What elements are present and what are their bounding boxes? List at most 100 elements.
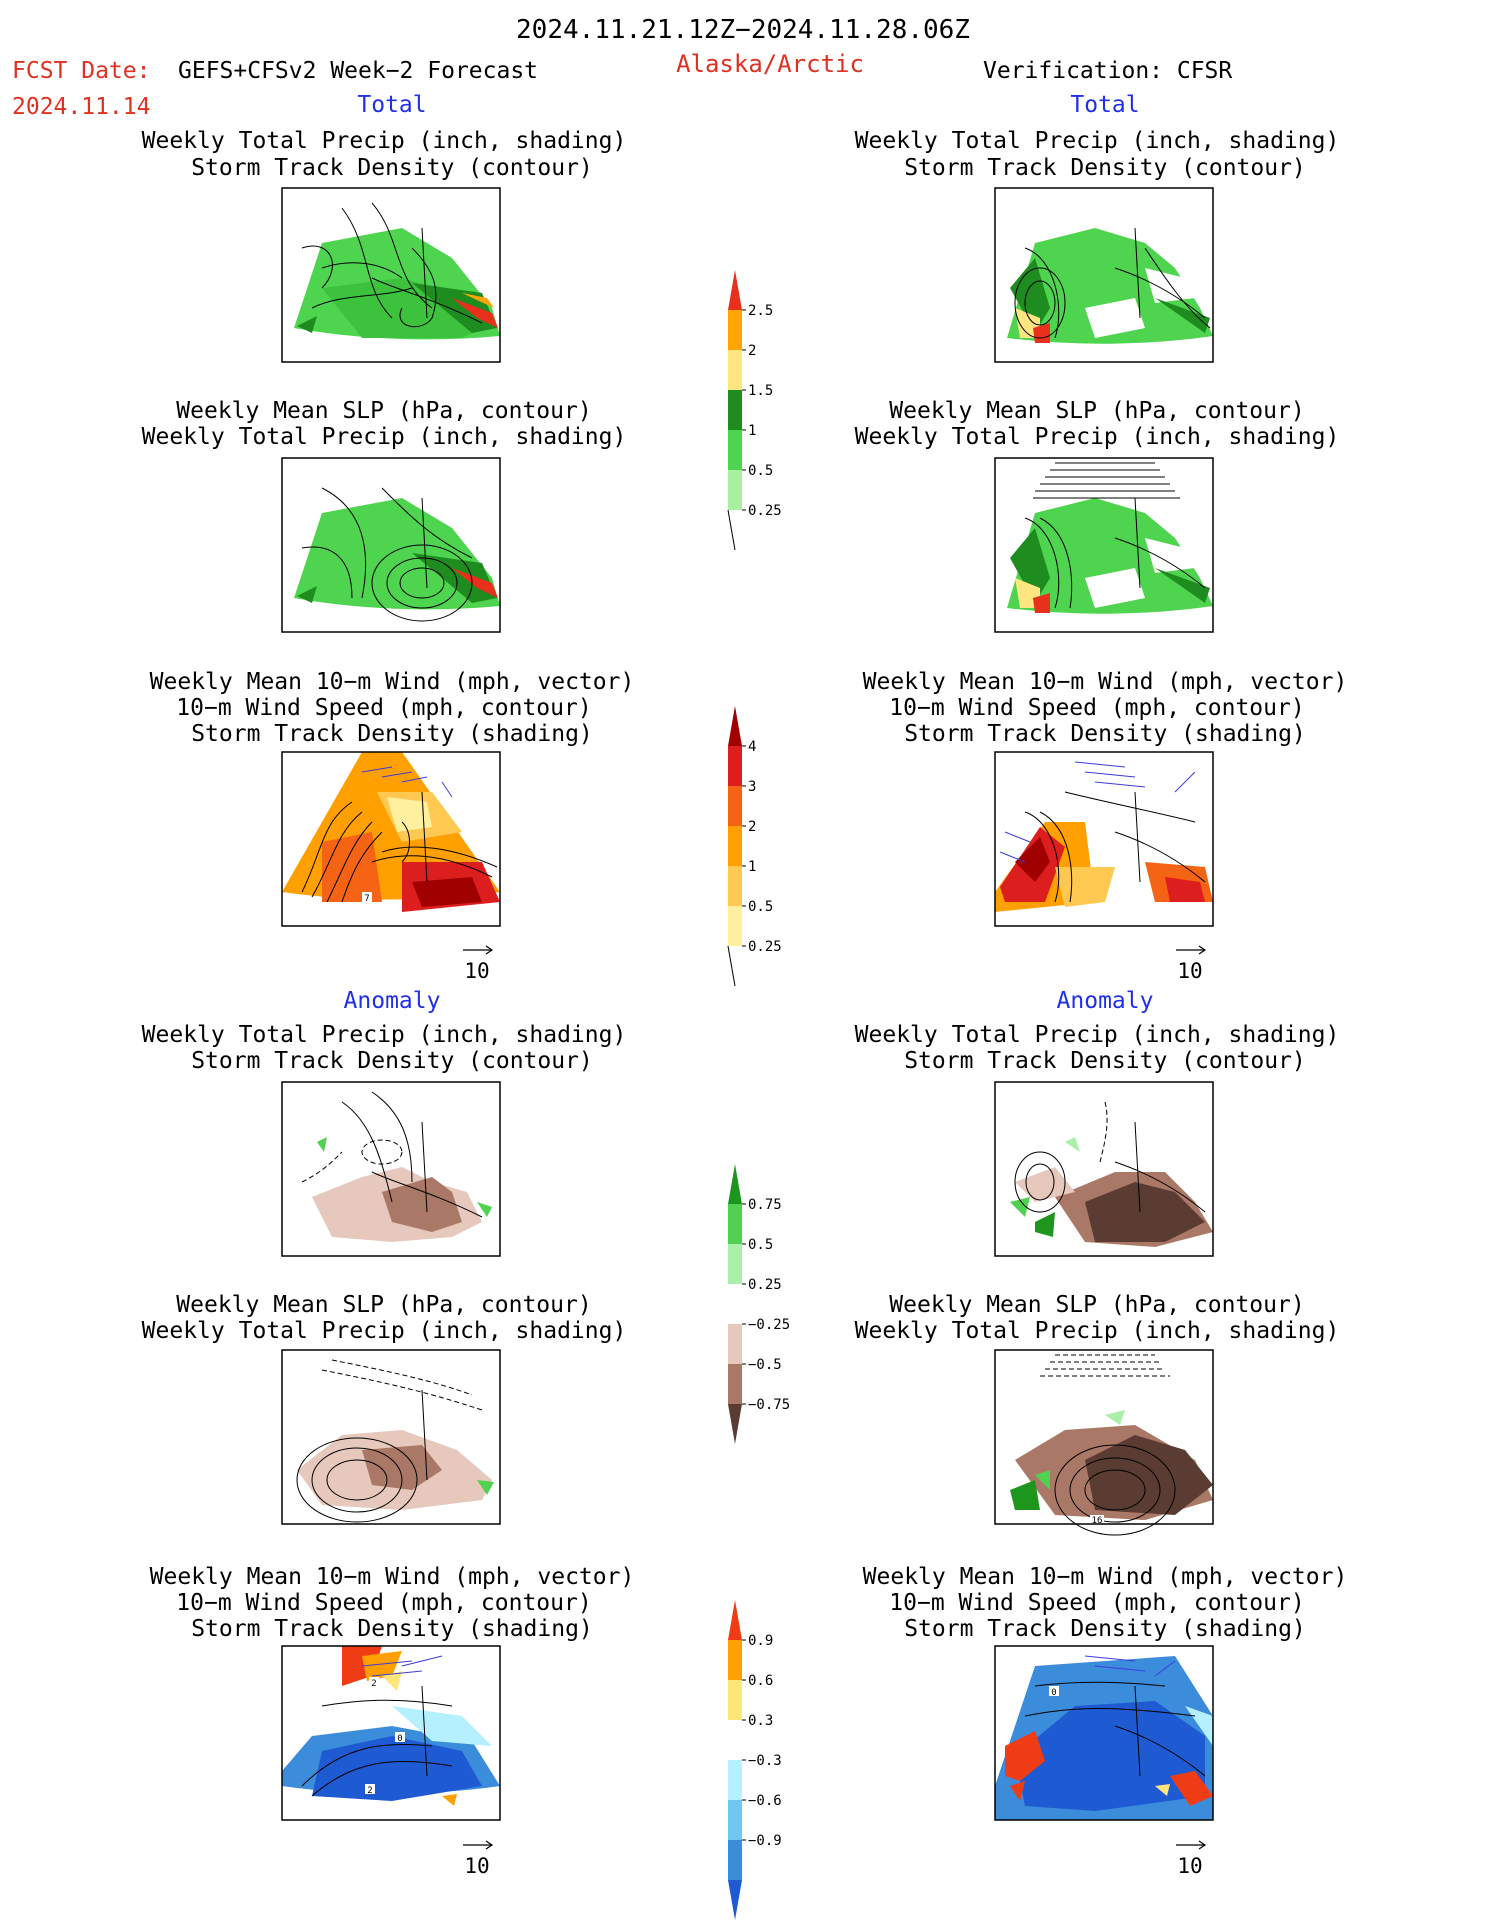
verification-label: Verification: CFSR (983, 58, 1232, 84)
title-l2-line2: Weekly Total Precip (inch, shading) (142, 424, 627, 450)
title-r5-line1: Weekly Mean SLP (hPa, contour) (889, 1292, 1304, 1318)
title-l2-line1: Weekly Mean SLP (hPa, contour) (176, 398, 591, 424)
vector-ref-label-l3: 10 (464, 959, 489, 983)
colorbar-storm-total-top-triangle (728, 706, 742, 746)
colorbar-storm-anom-segment (728, 1760, 742, 1800)
colorbar-precip-anom-segment (728, 1244, 742, 1284)
title-r4-line1: Weekly Total Precip (inch, shading) (855, 1022, 1340, 1048)
colorbar-total-precip-label: 1 (748, 423, 756, 439)
title-l3-line3: Storm Track Density (shading) (191, 721, 593, 747)
map-wind-anom-left: 2 0 2 (281, 1645, 501, 1821)
colorbar-total-precip-label: 1.5 (748, 383, 773, 399)
vector-ref-label-l6: 10 (464, 1854, 489, 1878)
colorbar-precip-anom-top-triangle (728, 1164, 742, 1204)
section-anomaly-left: Anomaly (344, 988, 441, 1014)
colorbar-precip-anom-label: −0.5 (748, 1357, 782, 1373)
colorbar-storm-total-label: 3 (748, 779, 756, 795)
title-l3-line2: 10−m Wind Speed (mph, contour) (176, 695, 591, 721)
section-anomaly-right: Anomaly (1057, 988, 1154, 1014)
fcst-date: 2024.11.14 (12, 94, 150, 120)
vector-ref-l6: 10 (463, 1840, 494, 1878)
colorbar-storm-total-segment (728, 866, 742, 906)
colorbar-storm-total-label: 0.25 (748, 939, 782, 955)
colorbar-total-precip-label: 0.25 (748, 503, 782, 519)
colorbar-storm-anom-top-triangle (728, 1600, 742, 1640)
colorbar-precip-anom-segment (728, 1364, 742, 1404)
colorbar-storm-anom-label: 0.9 (748, 1633, 773, 1649)
map-label-anom-wind-left-2: 0 (397, 1734, 402, 1744)
title-l6-line3: Storm Track Density (shading) (191, 1616, 593, 1642)
colorbar-total-precip-segment (728, 350, 742, 390)
title-l5-line1: Weekly Mean SLP (hPa, contour) (176, 1292, 591, 1318)
title-r2-line1: Weekly Mean SLP (hPa, contour) (889, 398, 1304, 424)
map-wind-anom-right: 0 (994, 1645, 1214, 1821)
colorbar-storm-total-segment (728, 786, 742, 826)
title-r6-line1: Weekly Mean 10−m Wind (mph, vector) (863, 1564, 1348, 1590)
title-l4-line1: Weekly Total Precip (inch, shading) (142, 1022, 627, 1048)
colorbar-storm-anom-label: 0.6 (748, 1673, 773, 1689)
colorbar-precip-anom-bottom-triangle (728, 1404, 742, 1444)
map-precip-anom-right (994, 1081, 1214, 1257)
colorbar-precip-anom-label: −0.25 (748, 1317, 790, 1333)
vector-ref-r6: 10 (1176, 1840, 1207, 1878)
colorbar-storm-total-segment (728, 826, 742, 866)
colorbar-precip-anom-label: 0.5 (748, 1237, 773, 1253)
colorbar-storm-anom-segment (728, 1800, 742, 1840)
map-label-anom-slp-right: 16 (1092, 1516, 1103, 1526)
map-total-precip-left (281, 187, 501, 363)
map-precip-anom-left (281, 1081, 501, 1257)
map-wind-storm-right (994, 751, 1214, 927)
title-r3-line3: Storm Track Density (shading) (904, 721, 1306, 747)
colorbar-storm-density-total: 4 3 2 1 0.5 0.25 (727, 706, 782, 987)
title-r3-line1: Weekly Mean 10−m Wind (mph, vector) (863, 669, 1348, 695)
colorbar-storm-total-label: 2 (748, 819, 756, 835)
title-r2-line2: Weekly Total Precip (inch, shading) (855, 424, 1340, 450)
vector-ref-label-r3: 10 (1177, 959, 1202, 983)
section-total-left: Total (357, 92, 426, 118)
fcst-date-label: FCST Date: (12, 58, 150, 84)
colorbar-total-precip: 2.5 2 1.5 1 0.5 0.25 (727, 270, 782, 551)
colorbar-storm-density-anomaly: 0.9 0.6 0.3 −0.3 −0.6 −0.9 (728, 1600, 782, 1920)
colorbar-storm-total-segment (728, 906, 742, 946)
map-label-anom-wind-left-3: 2 (367, 1786, 372, 1796)
colorbar-total-precip-segment (728, 470, 742, 510)
colorbar-storm-anom-label: −0.6 (748, 1793, 782, 1809)
vector-ref-r3: 10 (1176, 945, 1207, 983)
title-l5-line2: Weekly Total Precip (inch, shading) (142, 1318, 627, 1344)
colorbar-storm-anom-label: 0.3 (748, 1713, 773, 1729)
vector-ref-l3: 10 (463, 945, 494, 983)
section-total-right: Total (1070, 92, 1139, 118)
map-slp-precip-anom-right: 16 (994, 1349, 1214, 1536)
colorbar-total-precip-segment (728, 430, 742, 470)
colorbar-storm-anom-segment (728, 1840, 742, 1880)
title-r4-line2: Storm Track Density (contour) (904, 1048, 1306, 1074)
fcst-model: GEFS+CFSv2 Week−2 Forecast (178, 58, 538, 84)
vector-ref-label-r6: 10 (1177, 1854, 1202, 1878)
colorbar-storm-anom-segment (728, 1640, 742, 1680)
colorbar-precip-anomaly: 0.75 0.5 0.25 −0.25 −0.5 −0.75 (728, 1164, 790, 1444)
forecast-period: 2024.11.21.12Z−2024.11.28.06Z (516, 15, 970, 45)
title-l6-line1: Weekly Mean 10−m Wind (mph, vector) (150, 1564, 635, 1590)
colorbar-precip-anom-label: −0.75 (748, 1397, 790, 1413)
map-label-total-wind-left: 7 (364, 894, 369, 904)
map-slp-precip-left (281, 457, 501, 633)
region-label: Alaska/Arctic (676, 50, 864, 78)
title-l4-line2: Storm Track Density (contour) (191, 1048, 593, 1074)
map-total-precip-right (994, 187, 1214, 363)
colorbar-storm-anom-bottom-triangle (728, 1880, 742, 1920)
colorbar-precip-anom-segment (728, 1284, 742, 1324)
colorbar-storm-total-label: 4 (748, 739, 756, 755)
colorbar-precip-anom-segment (728, 1204, 742, 1244)
colorbar-total-precip-tail (727, 509, 736, 551)
title-r6-line2: 10−m Wind Speed (mph, contour) (889, 1590, 1304, 1616)
colorbar-storm-total-segment (728, 746, 742, 786)
colorbar-storm-total-label: 1 (748, 859, 756, 875)
colorbar-total-precip-label: 2.5 (748, 303, 773, 319)
title-r3-line2: 10−m Wind Speed (mph, contour) (889, 695, 1304, 721)
colorbar-storm-anom-segment (728, 1680, 742, 1720)
colorbar-storm-total-label: 0.5 (748, 899, 773, 915)
colorbar-precip-anom-label: 0.75 (748, 1197, 782, 1213)
title-l3-line1: Weekly Mean 10−m Wind (mph, vector) (150, 669, 635, 695)
colorbar-total-precip-label: 0.5 (748, 463, 773, 479)
